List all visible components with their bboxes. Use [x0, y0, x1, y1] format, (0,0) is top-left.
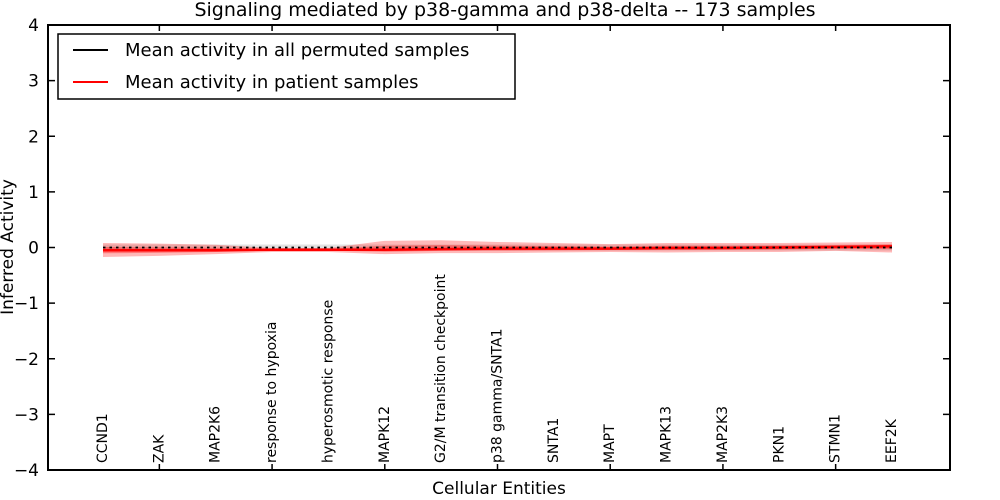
- x-tick-label: ZAK: [151, 434, 167, 463]
- legend: Mean activity in all permuted samples Me…: [57, 33, 516, 100]
- x-tick-label: EEF2K: [884, 418, 900, 463]
- ticks-layer: 4 3 2 1 0 −1 −2 −3 −4 CCND1 ZAK MAP2K6 response to h…: [14, 16, 950, 481]
- chart-title: Signaling mediated by p38-gamma and p38-…: [194, 0, 815, 21]
- x-tick-label: response to hypoxia: [264, 322, 280, 463]
- y-tick-label: 3: [28, 72, 39, 92]
- y-tick-label: 4: [28, 16, 39, 36]
- y-tick-label: −4: [14, 461, 39, 481]
- x-tick-label: G2/M transition checkpoint: [433, 274, 449, 463]
- x-axis-label: Cellular Entities: [432, 479, 566, 499]
- y-tick-label: −2: [14, 350, 39, 370]
- y-tick-label: −1: [14, 294, 39, 314]
- y-tick-label: 2: [28, 127, 39, 147]
- x-tick-label: CCND1: [95, 413, 111, 463]
- y-tick-label: 0: [28, 239, 39, 259]
- x-tick-label: p38 gamma/SNTA1: [490, 329, 506, 464]
- x-tick-label: MAPK13: [659, 406, 675, 463]
- legend-label-patient: Mean activity in patient samples: [125, 72, 419, 93]
- x-tick-label: PKN1: [771, 426, 787, 463]
- y-tick-label: −3: [14, 405, 39, 425]
- y-tick-label: 1: [28, 183, 39, 203]
- x-tick-label: hyperosmotic response: [320, 300, 336, 463]
- y-axis-label: Inferred Activity: [0, 179, 18, 315]
- lines-layer: [103, 245, 893, 252]
- x-tick-label: MAPK12: [377, 406, 393, 463]
- x-tick-label: SNTA1: [546, 418, 562, 463]
- x-tick-label: MAP2K6: [208, 406, 224, 463]
- x-tick-label: STMN1: [828, 414, 844, 463]
- legend-box: [57, 33, 516, 100]
- x-tick-label: MAPT: [602, 424, 618, 463]
- x-tick-label: MAP2K3: [715, 406, 731, 463]
- legend-label-permuted: Mean activity in all permuted samples: [125, 40, 469, 61]
